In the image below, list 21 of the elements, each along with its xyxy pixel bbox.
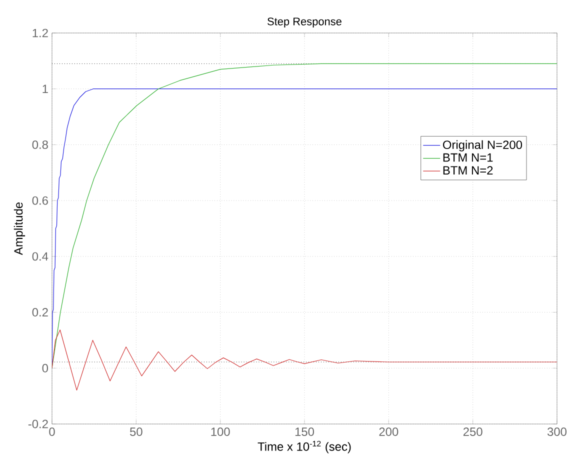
y-tick-label: 0.2 <box>32 308 48 317</box>
y-tick-label: -0.2 <box>28 420 48 428</box>
x-tick-label: 300 <box>547 428 567 436</box>
x-tick-label: 250 <box>463 428 482 436</box>
y-tick-label: 0.8 <box>32 140 48 149</box>
chart-title: Step Response <box>268 18 342 28</box>
y-tick-label: 0.6 <box>32 196 48 205</box>
legend-label: Original N=200 <box>442 140 522 152</box>
y-tick-label: 0 <box>42 364 48 372</box>
x-tick-label: 50 <box>130 428 142 436</box>
y-axis-title: Amplitude <box>14 202 26 256</box>
x-tick-label: 100 <box>211 428 230 436</box>
legend-label: BTM N=2 <box>443 166 493 174</box>
x-tick-label: 150 <box>295 428 314 436</box>
y-tick-label: 0.4 <box>32 252 48 261</box>
y-tick-label: 1.2 <box>32 28 48 38</box>
x-tick-label: 0 <box>49 428 55 436</box>
y-tick-label: 1 <box>42 84 48 93</box>
x-tick-label: 200 <box>379 428 398 436</box>
legend-label: BTM N=1 <box>443 153 493 162</box>
x-axis-title: Time x 10$^{-12}$ (sec) <box>258 440 351 454</box>
